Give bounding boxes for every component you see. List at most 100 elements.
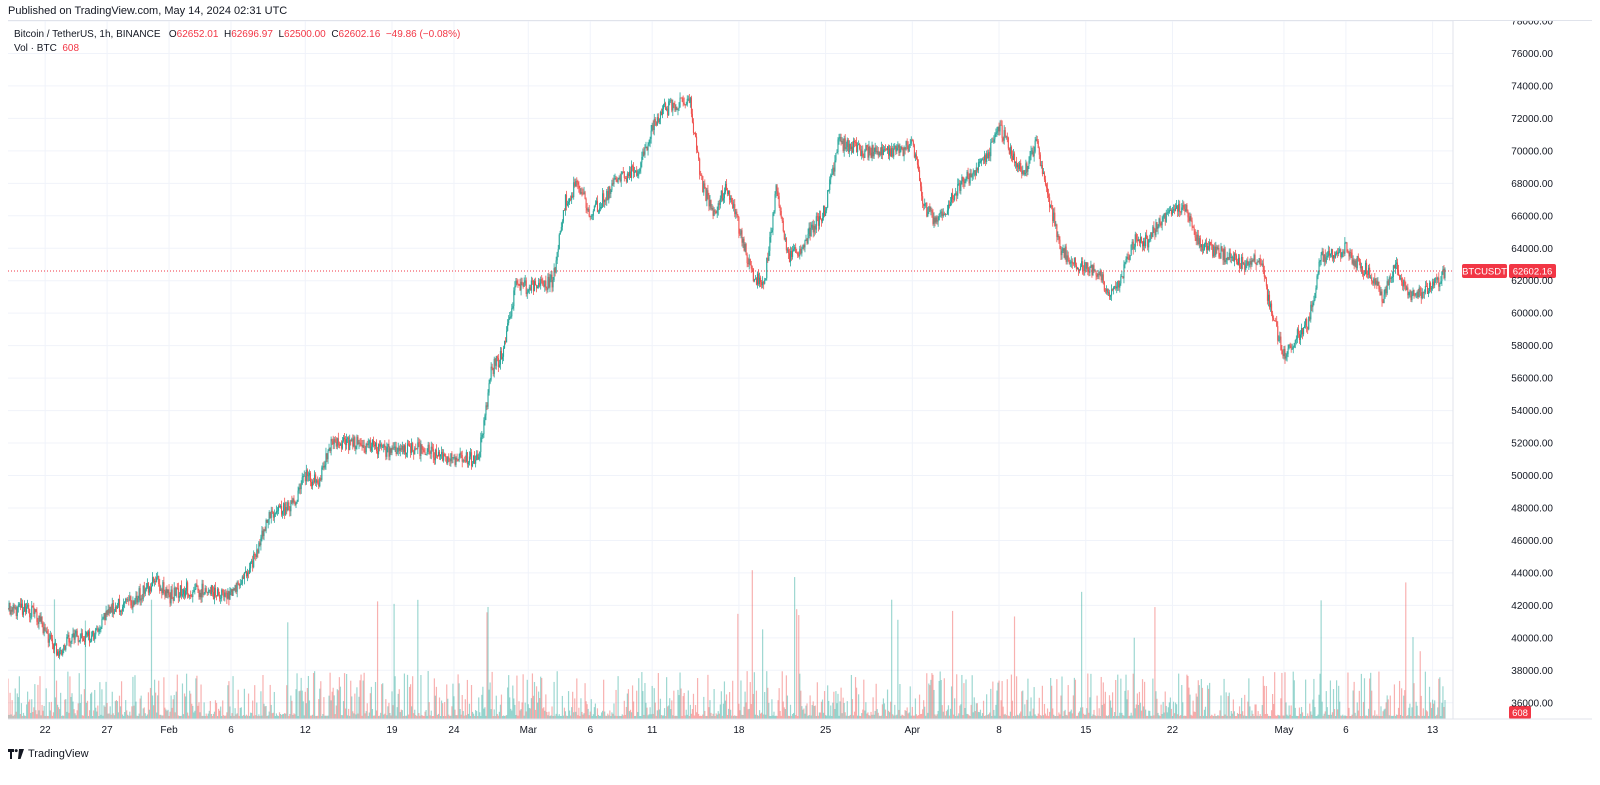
- candle-body: [1088, 271, 1090, 273]
- volume-bar: [57, 707, 60, 719]
- candle-body: [1198, 238, 1200, 244]
- volume-legend-row: Vol · BTC 608: [14, 42, 460, 56]
- volume-bar: [51, 715, 53, 719]
- volume-bar: [1281, 672, 1283, 719]
- candle-body: [346, 438, 348, 446]
- candle-body: [703, 183, 705, 193]
- volume-bar: [954, 698, 956, 719]
- volume-bar: [896, 714, 898, 719]
- candle-body: [219, 594, 221, 599]
- volume-bar: [707, 674, 709, 719]
- tradingview-brand[interactable]: TradingView: [28, 748, 89, 760]
- candle-body: [748, 258, 750, 265]
- candle-body: [209, 590, 211, 595]
- candle-body: [261, 530, 263, 538]
- volume-bar: [458, 683, 460, 719]
- candle-body: [845, 147, 847, 149]
- candle-body: [960, 181, 962, 191]
- volume-bar: [997, 682, 999, 719]
- volume-bar: [155, 692, 157, 719]
- volume-bar: [62, 715, 64, 719]
- candle-body: [686, 98, 688, 105]
- candle-body: [1063, 248, 1065, 258]
- volume-bar: [653, 688, 655, 719]
- volume-bar: [894, 704, 896, 719]
- volume-bar: [534, 709, 537, 719]
- volume-bar: [1319, 673, 1321, 719]
- volume-bar: [1250, 715, 1252, 719]
- volume-bar: [1043, 704, 1046, 719]
- volume-bar: [298, 691, 300, 719]
- volume-bar: [1039, 715, 1041, 719]
- candle-body: [359, 442, 361, 444]
- candle-body: [264, 529, 266, 531]
- volume-bar: [1408, 707, 1410, 719]
- volume-bar: [1019, 713, 1021, 719]
- candle-body: [1267, 294, 1270, 301]
- candle-body: [1093, 265, 1095, 272]
- candle-body: [834, 160, 836, 172]
- volume-bar: [883, 703, 886, 719]
- volume-bar: [193, 712, 195, 719]
- candle-body: [1137, 239, 1139, 242]
- candle-body: [1295, 338, 1297, 341]
- candle-body: [284, 503, 286, 515]
- candle-body: [375, 442, 378, 452]
- candle-body: [1064, 246, 1066, 258]
- volume-bar: [25, 704, 28, 719]
- candle-body: [916, 159, 919, 165]
- volume-bar: [132, 676, 134, 719]
- volume-bar: [1173, 713, 1176, 719]
- candle-body: [212, 591, 214, 600]
- candle-body: [766, 257, 768, 279]
- candle-body: [1185, 204, 1187, 212]
- candle-body: [1126, 256, 1128, 259]
- volume-bar: [848, 715, 850, 719]
- candle-body: [930, 210, 932, 212]
- volume-bar: [266, 716, 268, 719]
- volume-bar: [966, 713, 968, 719]
- tradingview-logo-icon[interactable]: [8, 749, 24, 759]
- candle-body: [1116, 286, 1118, 289]
- volume-bar: [1143, 681, 1146, 719]
- volume-bar: [1196, 696, 1198, 719]
- y-tick-label: 68000.00: [1511, 179, 1553, 190]
- candle-body: [993, 139, 995, 142]
- candle-body: [422, 449, 424, 451]
- volume-bar: [375, 710, 378, 719]
- volume-bar: [506, 715, 508, 719]
- volume-bar: [290, 695, 292, 719]
- candle-body: [412, 443, 414, 452]
- volume-bar: [344, 708, 347, 719]
- candle-body: [214, 587, 217, 596]
- volume-bar: [730, 709, 732, 719]
- volume-bar: [1314, 707, 1316, 719]
- candle-body: [877, 151, 879, 156]
- candle-body: [860, 149, 862, 156]
- candle-body: [252, 560, 254, 568]
- candle-body: [1020, 163, 1022, 172]
- candle-body: [1415, 293, 1417, 296]
- volume-bar: [1189, 694, 1191, 719]
- volume-bar: [1261, 705, 1263, 719]
- candle-body: [1042, 172, 1044, 174]
- volume-bar: [547, 715, 549, 719]
- volume-bar: [223, 715, 225, 719]
- candle-body: [228, 591, 230, 600]
- volume-bar: [833, 691, 835, 719]
- candle-body: [656, 117, 658, 126]
- candle-body: [601, 207, 603, 208]
- candle-body: [606, 191, 608, 201]
- candle-body: [308, 473, 310, 476]
- volume-bar: [197, 705, 199, 719]
- volume-bar: [1194, 711, 1196, 719]
- chart-area[interactable]: BTCUSDT 62602.16 608 36000.00 38000.00 40000…: [8, 20, 1592, 743]
- volume-bar: [1292, 671, 1294, 719]
- candle-body: [1362, 273, 1364, 275]
- candle-body: [141, 598, 143, 600]
- candle-body: [413, 451, 415, 455]
- y-tick-label: 40000.00: [1511, 633, 1553, 644]
- candle-body: [659, 111, 661, 120]
- volume-bar: [233, 715, 235, 719]
